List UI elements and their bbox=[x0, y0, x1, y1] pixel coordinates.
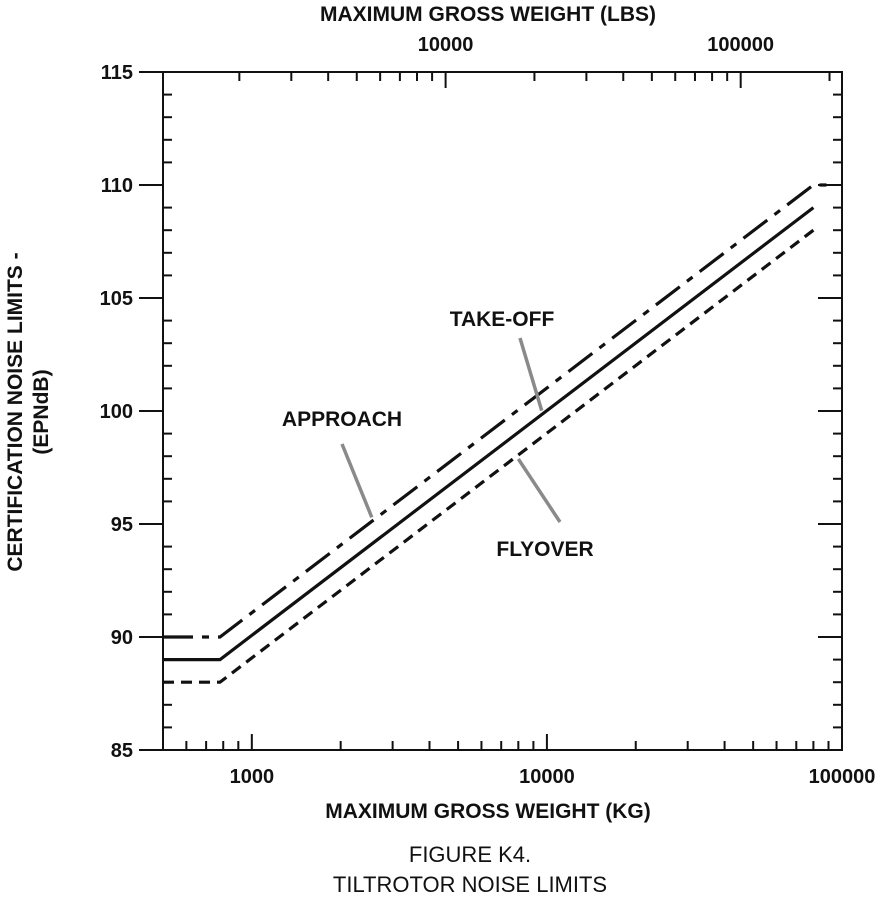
top-axis-title: MAXIMUM GROSS WEIGHT (LBS) bbox=[320, 3, 656, 26]
x-tick-label: 100000 bbox=[809, 766, 876, 788]
series-line-flyover bbox=[163, 228, 815, 684]
x-axis-title: MAXIMUM GROSS WEIGHT (KG) bbox=[325, 800, 650, 823]
leader-line-take-off bbox=[518, 337, 544, 412]
y-tick-label: 90 bbox=[111, 627, 133, 649]
y-axis-title-line1: CERTIFICATION NOISE LIMITS - bbox=[4, 252, 27, 571]
annotation-take-off: TAKE-OFF bbox=[450, 308, 555, 331]
plot-axes: 85 90 95 100 105 110 115 1000 10000 100000 10000 10… bbox=[100, 34, 876, 788]
leader-line-flyover bbox=[516, 457, 562, 523]
series-line-approach bbox=[163, 183, 829, 639]
y-tick-label: 100 bbox=[100, 401, 133, 423]
y-tick-label: 105 bbox=[100, 288, 133, 310]
figure-caption-line1: FIGURE K4. bbox=[409, 842, 531, 867]
series-line-take-off bbox=[163, 206, 815, 662]
x-tick-label: 10000 bbox=[519, 766, 575, 788]
annotation-leaders bbox=[340, 337, 562, 523]
y-tick-label: 115 bbox=[101, 62, 133, 84]
y-tick-label: 110 bbox=[101, 175, 133, 197]
annotation-approach: APPROACH bbox=[282, 408, 402, 431]
figure-caption-line2: TILTROTOR NOISE LIMITS bbox=[333, 872, 607, 897]
series-lines bbox=[163, 183, 829, 684]
leader-line-approach bbox=[340, 443, 374, 519]
top-x-tick-label: 100000 bbox=[707, 34, 774, 56]
x-tick-label: 1000 bbox=[230, 766, 275, 788]
y-tick-label: 85 bbox=[111, 740, 133, 762]
y-tick-label: 95 bbox=[111, 514, 133, 536]
y-axis-title-line2: (EPNdB) bbox=[30, 369, 53, 454]
annotation-flyover: FLYOVER bbox=[496, 538, 593, 561]
top-x-tick-label: 10000 bbox=[418, 34, 474, 56]
